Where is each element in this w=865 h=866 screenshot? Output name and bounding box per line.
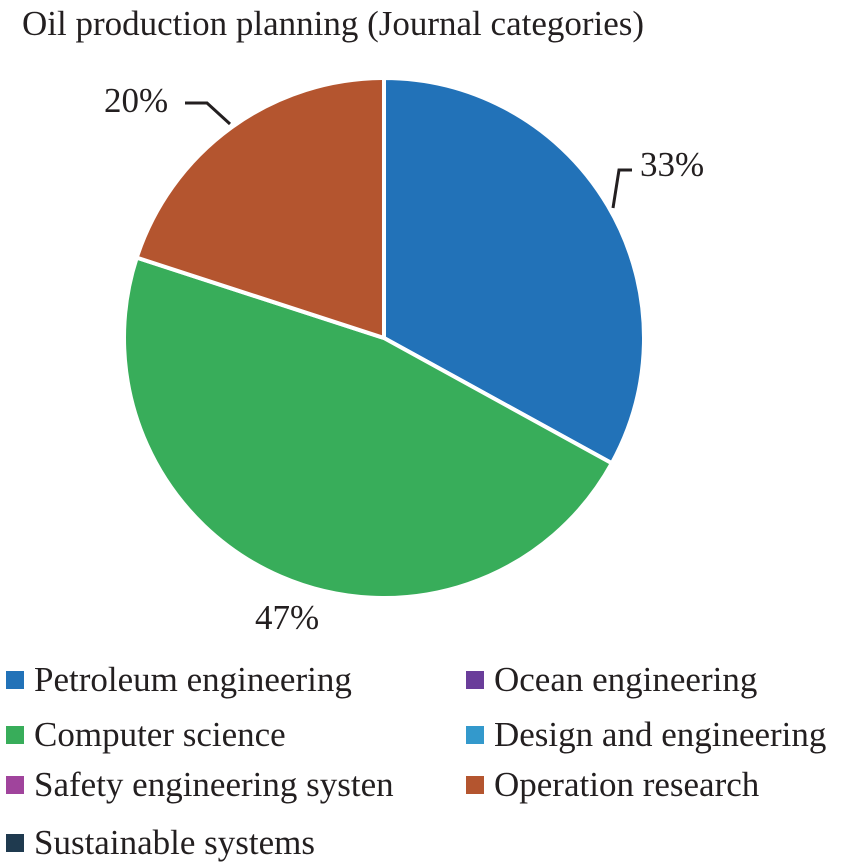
legend-swatch-icon [6, 834, 24, 852]
legend-swatch-icon [6, 671, 24, 689]
legend-label: Sustainable systems [34, 823, 315, 862]
legend-label: Safety engineering systen [34, 765, 394, 804]
legend-swatch-icon [466, 726, 484, 744]
legend-item-computer-science: Computer science [6, 715, 286, 755]
legend-item-operation-research: Operation research [466, 765, 759, 805]
legend-swatch-icon [466, 776, 484, 794]
legend-label: Petroleum engineering [34, 660, 352, 699]
legend-item-design-and-engineering: Design and engineering [466, 715, 826, 755]
pie-slice-operation-research [134, 76, 386, 340]
leader-line-petroleum-engineering [611, 168, 632, 209]
data-label-petroleum-engineering: 33% [640, 145, 704, 184]
legend-label: Design and engineering [494, 715, 827, 754]
legend-swatch-icon [6, 776, 24, 794]
legend-swatch-icon [6, 726, 24, 744]
pie-slice-computer-science [122, 255, 614, 600]
legend-label: Computer science [34, 715, 286, 754]
legend-item-sustainable-systems: Sustainable systems [6, 823, 315, 863]
leader-line-operation-research [185, 101, 232, 126]
pie-slices [122, 76, 647, 600]
data-label-computer-science: 47% [255, 598, 319, 637]
pie-data-labels: 33% 47% 20% [104, 81, 704, 637]
data-label-operation-research: 20% [104, 81, 168, 120]
pie-leader-lines [185, 101, 632, 209]
chart-title: Oil production planning (Journal categor… [22, 4, 645, 43]
legend-item-safety-engineering-systen: Safety engineering systen [6, 765, 394, 805]
legend-label: Operation research [494, 765, 760, 804]
pie-slice-petroleum-engineering [382, 76, 647, 466]
legend-item-petroleum-engineering: Petroleum engineering [6, 660, 352, 700]
legend-label: Ocean engineering [494, 660, 758, 699]
legend-item-ocean-engineering: Ocean engineering [466, 660, 757, 700]
legend-swatch-icon [466, 671, 484, 689]
